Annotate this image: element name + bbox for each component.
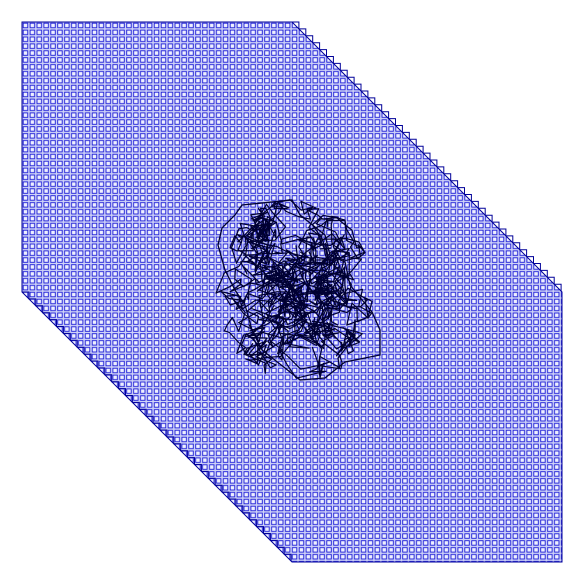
grid-stair-edges: [22, 21, 562, 562]
path-cluster: [215, 199, 381, 381]
walk-path: [303, 215, 366, 277]
walk-path: [321, 314, 363, 357]
lower-left-stair-edge: [22, 291, 292, 562]
walk-path: [296, 301, 341, 346]
walk-path: [277, 296, 336, 345]
walk-path: [320, 274, 373, 326]
cluster-outline: [217, 199, 381, 381]
walk-path: [237, 202, 332, 251]
upper-right-stair-edge: [292, 21, 562, 292]
walk-path: [258, 272, 312, 322]
walk-path: [257, 199, 351, 267]
walk-path: [282, 238, 352, 319]
walk-path: [231, 201, 288, 290]
walk-path: [278, 330, 361, 379]
walk-path: [258, 234, 350, 324]
walk-path: [223, 290, 293, 354]
